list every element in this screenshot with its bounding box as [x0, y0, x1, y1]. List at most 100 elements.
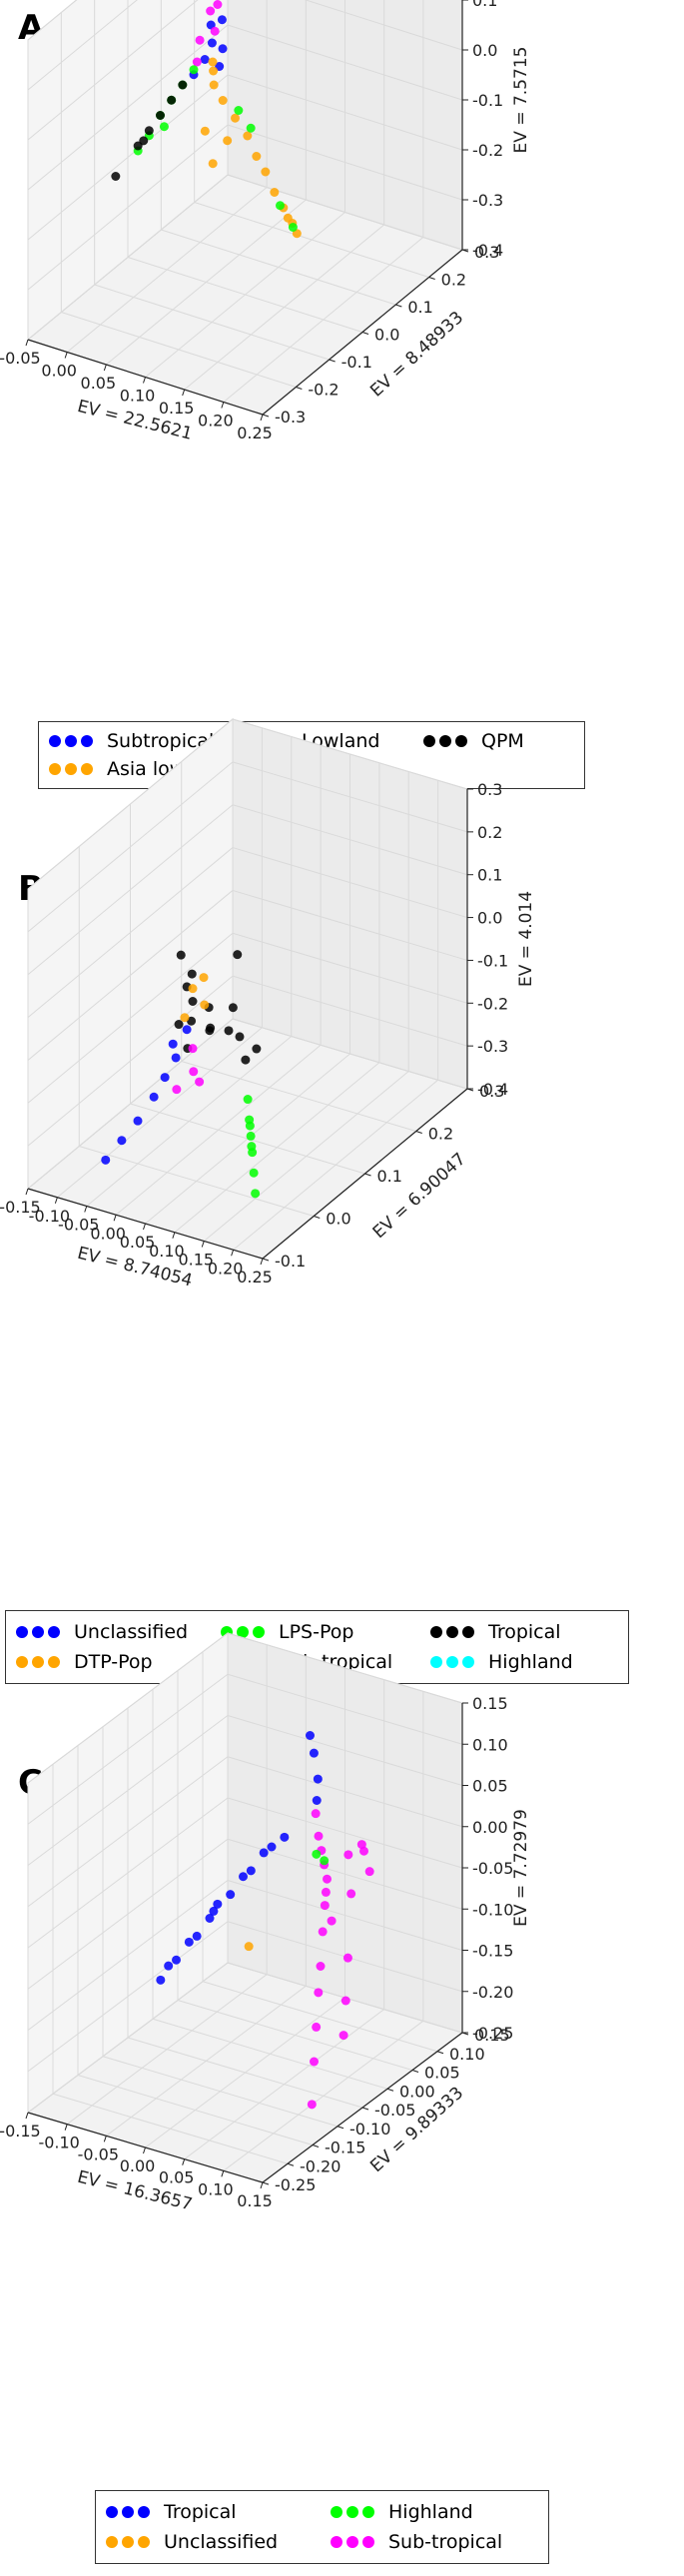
data-point: [188, 984, 198, 994]
data-point: [239, 1872, 248, 1882]
data-point: [323, 1874, 332, 1884]
scatter-3d-chart-c: -0.15-0.10-0.050.000.050.100.150.150.100…: [0, 1632, 531, 2215]
legend-entry: Subtropical: [49, 730, 214, 752]
legend-swatch: [49, 762, 101, 776]
data-point: [176, 950, 186, 960]
data-point: [228, 1003, 238, 1013]
data-point: [207, 38, 217, 48]
data-point: [243, 131, 253, 141]
legend-label: LPS-Pop: [279, 1621, 354, 1643]
data-point: [168, 1039, 178, 1049]
x-tick-mark: [103, 364, 107, 372]
data-point: [213, 1899, 223, 1909]
data-point: [312, 2022, 322, 2032]
y-tick-mark: [262, 1258, 270, 1262]
gridlines: [27, 0, 463, 416]
x-tick-label: 0.00: [41, 362, 77, 381]
data-point: [171, 1053, 181, 1063]
x-tick-label: -0.05: [0, 349, 41, 368]
data-point: [195, 35, 205, 45]
x-tick-mark: [221, 402, 225, 409]
z-tick-label: -0.05: [472, 1859, 513, 1878]
data-point: [209, 80, 219, 90]
z-tick-label: -0.10: [472, 1900, 513, 1919]
data-point: [144, 126, 154, 136]
data-point: [206, 1023, 216, 1033]
data-point: [224, 1026, 234, 1036]
x-tick-mark: [84, 1206, 88, 1213]
x-tick-label: 0.05: [120, 1233, 156, 1252]
y-tick-label: 0.3: [479, 1082, 504, 1101]
z-tick-label: -0.1: [472, 91, 503, 110]
z-tick-label: 0.0: [477, 909, 502, 928]
data-point: [316, 1962, 326, 1971]
data-points: [156, 1731, 374, 2110]
x-tick-mark: [54, 1197, 58, 1204]
legend-label: Highland: [488, 1651, 573, 1673]
x-tick-mark: [64, 2124, 68, 2131]
y-tick-mark: [329, 359, 336, 363]
legend-swatch: [16, 1625, 68, 1639]
z-tick-label: -0.2: [472, 141, 503, 160]
data-point: [218, 44, 228, 54]
x-tick-label: 0.00: [90, 1224, 126, 1243]
data-point: [210, 26, 220, 36]
data-point: [364, 1867, 374, 1877]
panel-a: A -0.05 0.00 0.05 0.10 0.15 0.20 0.25 0.3 0.2 0.1…: [0, 0, 684, 799]
x-tick-mark: [143, 1223, 146, 1231]
data-point: [320, 1901, 330, 1911]
data-point: [327, 1916, 337, 1926]
data-point: [149, 1092, 159, 1102]
legend-entry: QPM: [423, 730, 524, 752]
legend-entry: Tropical: [430, 1621, 561, 1643]
x-tick-label: -0.05: [58, 1216, 99, 1235]
data-point: [231, 113, 240, 123]
data-point: [209, 1906, 219, 1916]
data-point: [195, 1077, 205, 1087]
z-tick-label: 0.2: [477, 823, 502, 842]
z-tick-label: 0.1: [477, 866, 502, 885]
y-tick-label: 0.0: [374, 326, 399, 345]
y-tick-mark: [436, 2051, 444, 2055]
y-tick-label: -0.3: [275, 408, 306, 427]
data-point: [208, 159, 218, 169]
scatter-3d-chart-a: -0.050.000.050.100.150.200.25 0.3 0.2 0.1 0.…: [0, 0, 531, 444]
z-tick-label: -0.15: [472, 1942, 513, 1961]
x-tick-label: 0.20: [208, 1259, 244, 1278]
data-point: [188, 1044, 198, 1054]
x-tick-label: -0.10: [29, 1207, 70, 1226]
data-point: [252, 152, 262, 161]
legend-entry: Tropical: [106, 2501, 237, 2523]
legend-entry: Highland: [430, 1651, 573, 1673]
data-point: [218, 96, 228, 105]
data-point: [156, 1975, 166, 1985]
data-point: [241, 1055, 251, 1065]
data-point: [178, 80, 188, 90]
y-tick-label: -0.25: [275, 2175, 316, 2194]
data-point: [234, 106, 244, 115]
z-tick-label: 0.1: [472, 0, 497, 10]
data-point: [312, 1796, 322, 1805]
data-point: [341, 1996, 350, 2006]
z-tick-label: 0.0: [472, 41, 497, 60]
data-point: [206, 6, 216, 16]
legend-swatch: [331, 2535, 382, 2549]
data-point: [245, 1121, 255, 1131]
y-axis-label: EV = 6.90047: [369, 1149, 470, 1243]
data-point: [133, 1116, 143, 1126]
x-tick-label: 0.15: [178, 1251, 214, 1270]
data-point: [246, 1866, 256, 1876]
z-tick-label: 0.05: [472, 1777, 508, 1796]
data-point: [309, 1748, 319, 1758]
legend-entry: Unclassified: [16, 1621, 188, 1643]
data-point: [246, 123, 256, 133]
data-point: [156, 111, 165, 120]
legend-swatch: [106, 2535, 158, 2549]
x-tick-mark: [143, 2147, 146, 2154]
legend-entry: Sub-tropical: [331, 2531, 502, 2553]
legend-label: DTP-Pop: [74, 1651, 153, 1673]
data-point: [213, 0, 223, 9]
y-tick-mark: [314, 1216, 321, 1219]
data-point: [159, 122, 169, 132]
